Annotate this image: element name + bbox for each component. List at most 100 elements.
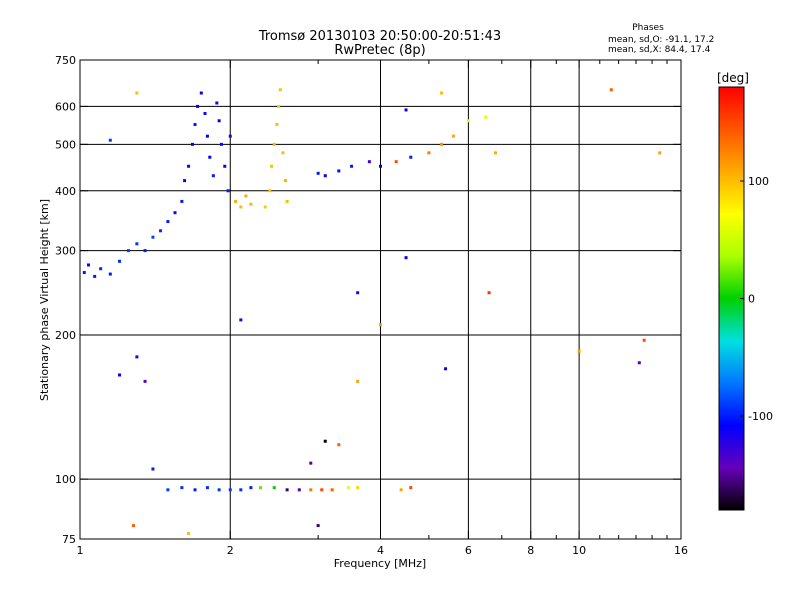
- data-point: [404, 256, 408, 260]
- data-point: [217, 119, 221, 123]
- data-point: [316, 524, 320, 528]
- data-point: [219, 142, 223, 146]
- colorbar-label: [deg]: [717, 71, 749, 85]
- data-point: [658, 151, 662, 155]
- y-axis-ticks: 75 100 200 300 400 500 600 750: [55, 54, 681, 546]
- data-point: [263, 205, 267, 209]
- data-point: [118, 373, 122, 377]
- data-point: [309, 461, 313, 465]
- data-point: [337, 169, 341, 173]
- colorbar-tick-label: -100: [748, 410, 773, 423]
- data-point: [270, 164, 274, 168]
- data-point: [173, 211, 177, 215]
- data-points: [82, 88, 662, 536]
- data-point: [217, 488, 221, 492]
- data-point: [108, 272, 112, 276]
- data-point: [487, 291, 491, 295]
- stats-o-mode: mean, sd,O: -91.1, 17.2: [608, 35, 714, 45]
- data-point: [466, 119, 470, 123]
- data-point: [208, 155, 212, 159]
- data-point: [379, 323, 382, 327]
- data-point: [151, 235, 155, 239]
- chart-subtitle: RwPretec (8p): [334, 43, 425, 58]
- data-point: [180, 486, 184, 490]
- y-tick-label: 300: [55, 245, 76, 258]
- data-point: [183, 179, 187, 183]
- data-point: [297, 488, 301, 492]
- y-tick-label: 100: [55, 473, 76, 486]
- data-point: [159, 229, 163, 233]
- data-point: [87, 263, 91, 267]
- data-point: [180, 199, 184, 203]
- data-point: [278, 88, 282, 92]
- x-tick-label: 10: [572, 544, 586, 557]
- data-point: [356, 291, 360, 295]
- data-point: [444, 367, 448, 371]
- y-tick-label: 750: [55, 54, 76, 67]
- stats-heading: Phases: [632, 23, 664, 33]
- data-point: [283, 179, 287, 183]
- x-tick-label: 16: [674, 544, 688, 557]
- data-point: [356, 379, 360, 383]
- grid-lines: [80, 60, 681, 539]
- data-point: [187, 532, 191, 536]
- x-tick-label: 8: [527, 544, 534, 557]
- colorbar-ticks: 100 0 -100: [740, 175, 773, 423]
- data-point: [320, 488, 324, 492]
- y-tick-label: 75: [62, 533, 76, 546]
- x-tick-label: 2: [227, 544, 234, 557]
- y-tick-label: 500: [55, 138, 76, 151]
- data-point: [234, 199, 238, 203]
- data-point: [228, 134, 232, 138]
- data-point: [330, 488, 334, 492]
- data-point: [93, 274, 97, 278]
- data-point: [135, 242, 139, 246]
- data-point: [399, 488, 403, 492]
- data-point: [99, 267, 103, 271]
- data-point: [277, 104, 281, 108]
- data-point: [203, 111, 207, 115]
- data-point: [249, 202, 253, 206]
- data-point: [346, 486, 350, 490]
- data-point: [166, 220, 170, 224]
- colorbar: [718, 86, 745, 511]
- data-point: [108, 138, 112, 142]
- chart-title: Tromsø 20130103 20:50:00-20:51:43: [258, 29, 501, 44]
- data-point: [143, 379, 147, 383]
- data-point: [205, 134, 209, 138]
- data-point: [215, 101, 219, 105]
- data-point: [239, 318, 243, 322]
- data-point: [637, 361, 641, 365]
- data-point: [309, 488, 313, 492]
- data-point: [239, 205, 243, 209]
- data-point: [275, 123, 279, 127]
- colorbar-tick-label: 0: [748, 293, 755, 306]
- data-point: [404, 108, 408, 112]
- data-point: [244, 194, 248, 198]
- y-tick-label: 600: [55, 100, 76, 113]
- data-point: [143, 249, 147, 253]
- x-axis-ticks: 1 2 4 6 8 10 16: [77, 60, 688, 557]
- data-point: [323, 439, 327, 443]
- data-point: [316, 171, 320, 175]
- data-point: [239, 488, 243, 492]
- data-point: [494, 151, 498, 155]
- data-point: [350, 164, 354, 168]
- data-point: [259, 486, 263, 490]
- data-point: [268, 189, 272, 193]
- data-point: [285, 488, 289, 492]
- data-point: [223, 164, 227, 168]
- data-point: [272, 142, 276, 146]
- data-point: [118, 259, 122, 263]
- y-axis-label: Stationary phase Virtual Height [km]: [38, 199, 51, 401]
- data-point: [135, 355, 139, 359]
- data-point: [409, 486, 413, 490]
- x-tick-label: 6: [465, 544, 472, 557]
- data-point: [427, 151, 431, 155]
- data-point: [281, 151, 285, 155]
- data-point: [272, 486, 276, 490]
- data-point: [193, 123, 197, 127]
- data-point: [151, 467, 155, 471]
- data-point: [451, 134, 455, 138]
- data-point: [484, 115, 488, 119]
